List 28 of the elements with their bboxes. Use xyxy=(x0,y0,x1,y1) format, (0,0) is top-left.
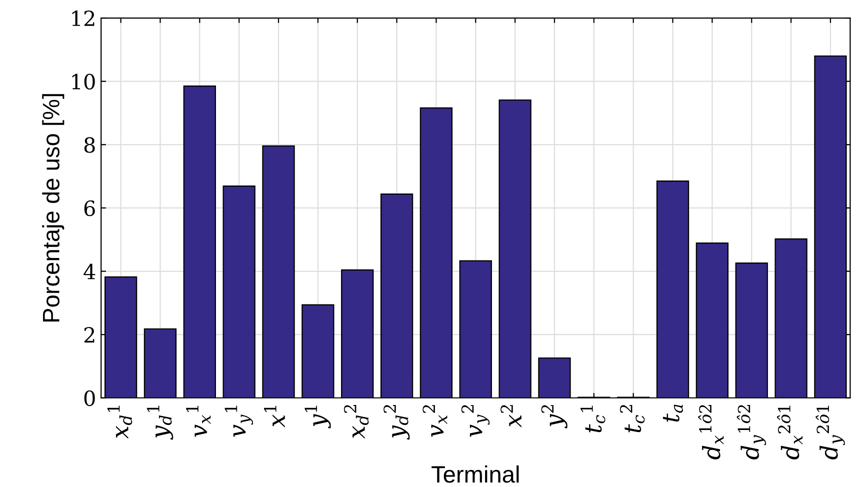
x-tick-label: v$_{x}$$^{1}$ xyxy=(186,406,211,437)
y-tick-label: 8 xyxy=(84,137,95,153)
x-tick-label: t$_{a}$ xyxy=(662,404,683,422)
x-tick-label: x$_{d}$$^{1}$ xyxy=(107,406,132,439)
x-tick-label: v$_{y}$$^{2}$ xyxy=(461,405,490,437)
x-tick-label: y$_{d}$$^{2}$ xyxy=(384,405,410,440)
x-tick-label: t$_{c}$$^{2}$ xyxy=(620,404,645,432)
x-tick-label: y$^{2}$ xyxy=(541,405,568,428)
y-tick-label: 12 xyxy=(72,10,94,26)
x-tick-label: x$^{1}$ xyxy=(264,406,285,428)
y-tick-label: 6 xyxy=(84,200,95,216)
y-tick-label: 2 xyxy=(84,327,94,342)
y-tick-label: 4 xyxy=(84,264,96,280)
x-tick-label: y$^{1}$ xyxy=(304,406,331,428)
x-tick-label: v$_{y}$$^{1}$ xyxy=(224,406,253,437)
x-axis-title: Terminal xyxy=(432,465,519,483)
x-tick-label: t$_{c}$$^{1}$ xyxy=(580,406,606,432)
y-tick-label: 10 xyxy=(72,74,95,90)
x-tick-label: y$_{d}$$^{1}$ xyxy=(147,406,174,440)
x-tick-label: x$_{d}$$^{2}$ xyxy=(344,405,369,439)
x-tick-label: d$_{x}$$^{1ô2}$ xyxy=(698,405,724,460)
x-tick-label: x$^{2}$ xyxy=(500,405,522,428)
x-tick-label: v$_{x}$$^{2}$ xyxy=(422,405,448,437)
x-tick-label: d$_{y}$$^{2ô1}$ xyxy=(816,406,845,460)
y-axis-title: Porcentaje de uso [%] xyxy=(42,94,64,322)
y-tick-label: 0 xyxy=(84,390,95,406)
x-tick-label: d$_{y}$$^{1ô2}$ xyxy=(736,405,766,460)
x-tick-label: d$_{x}$$^{2ô1}$ xyxy=(777,406,803,460)
